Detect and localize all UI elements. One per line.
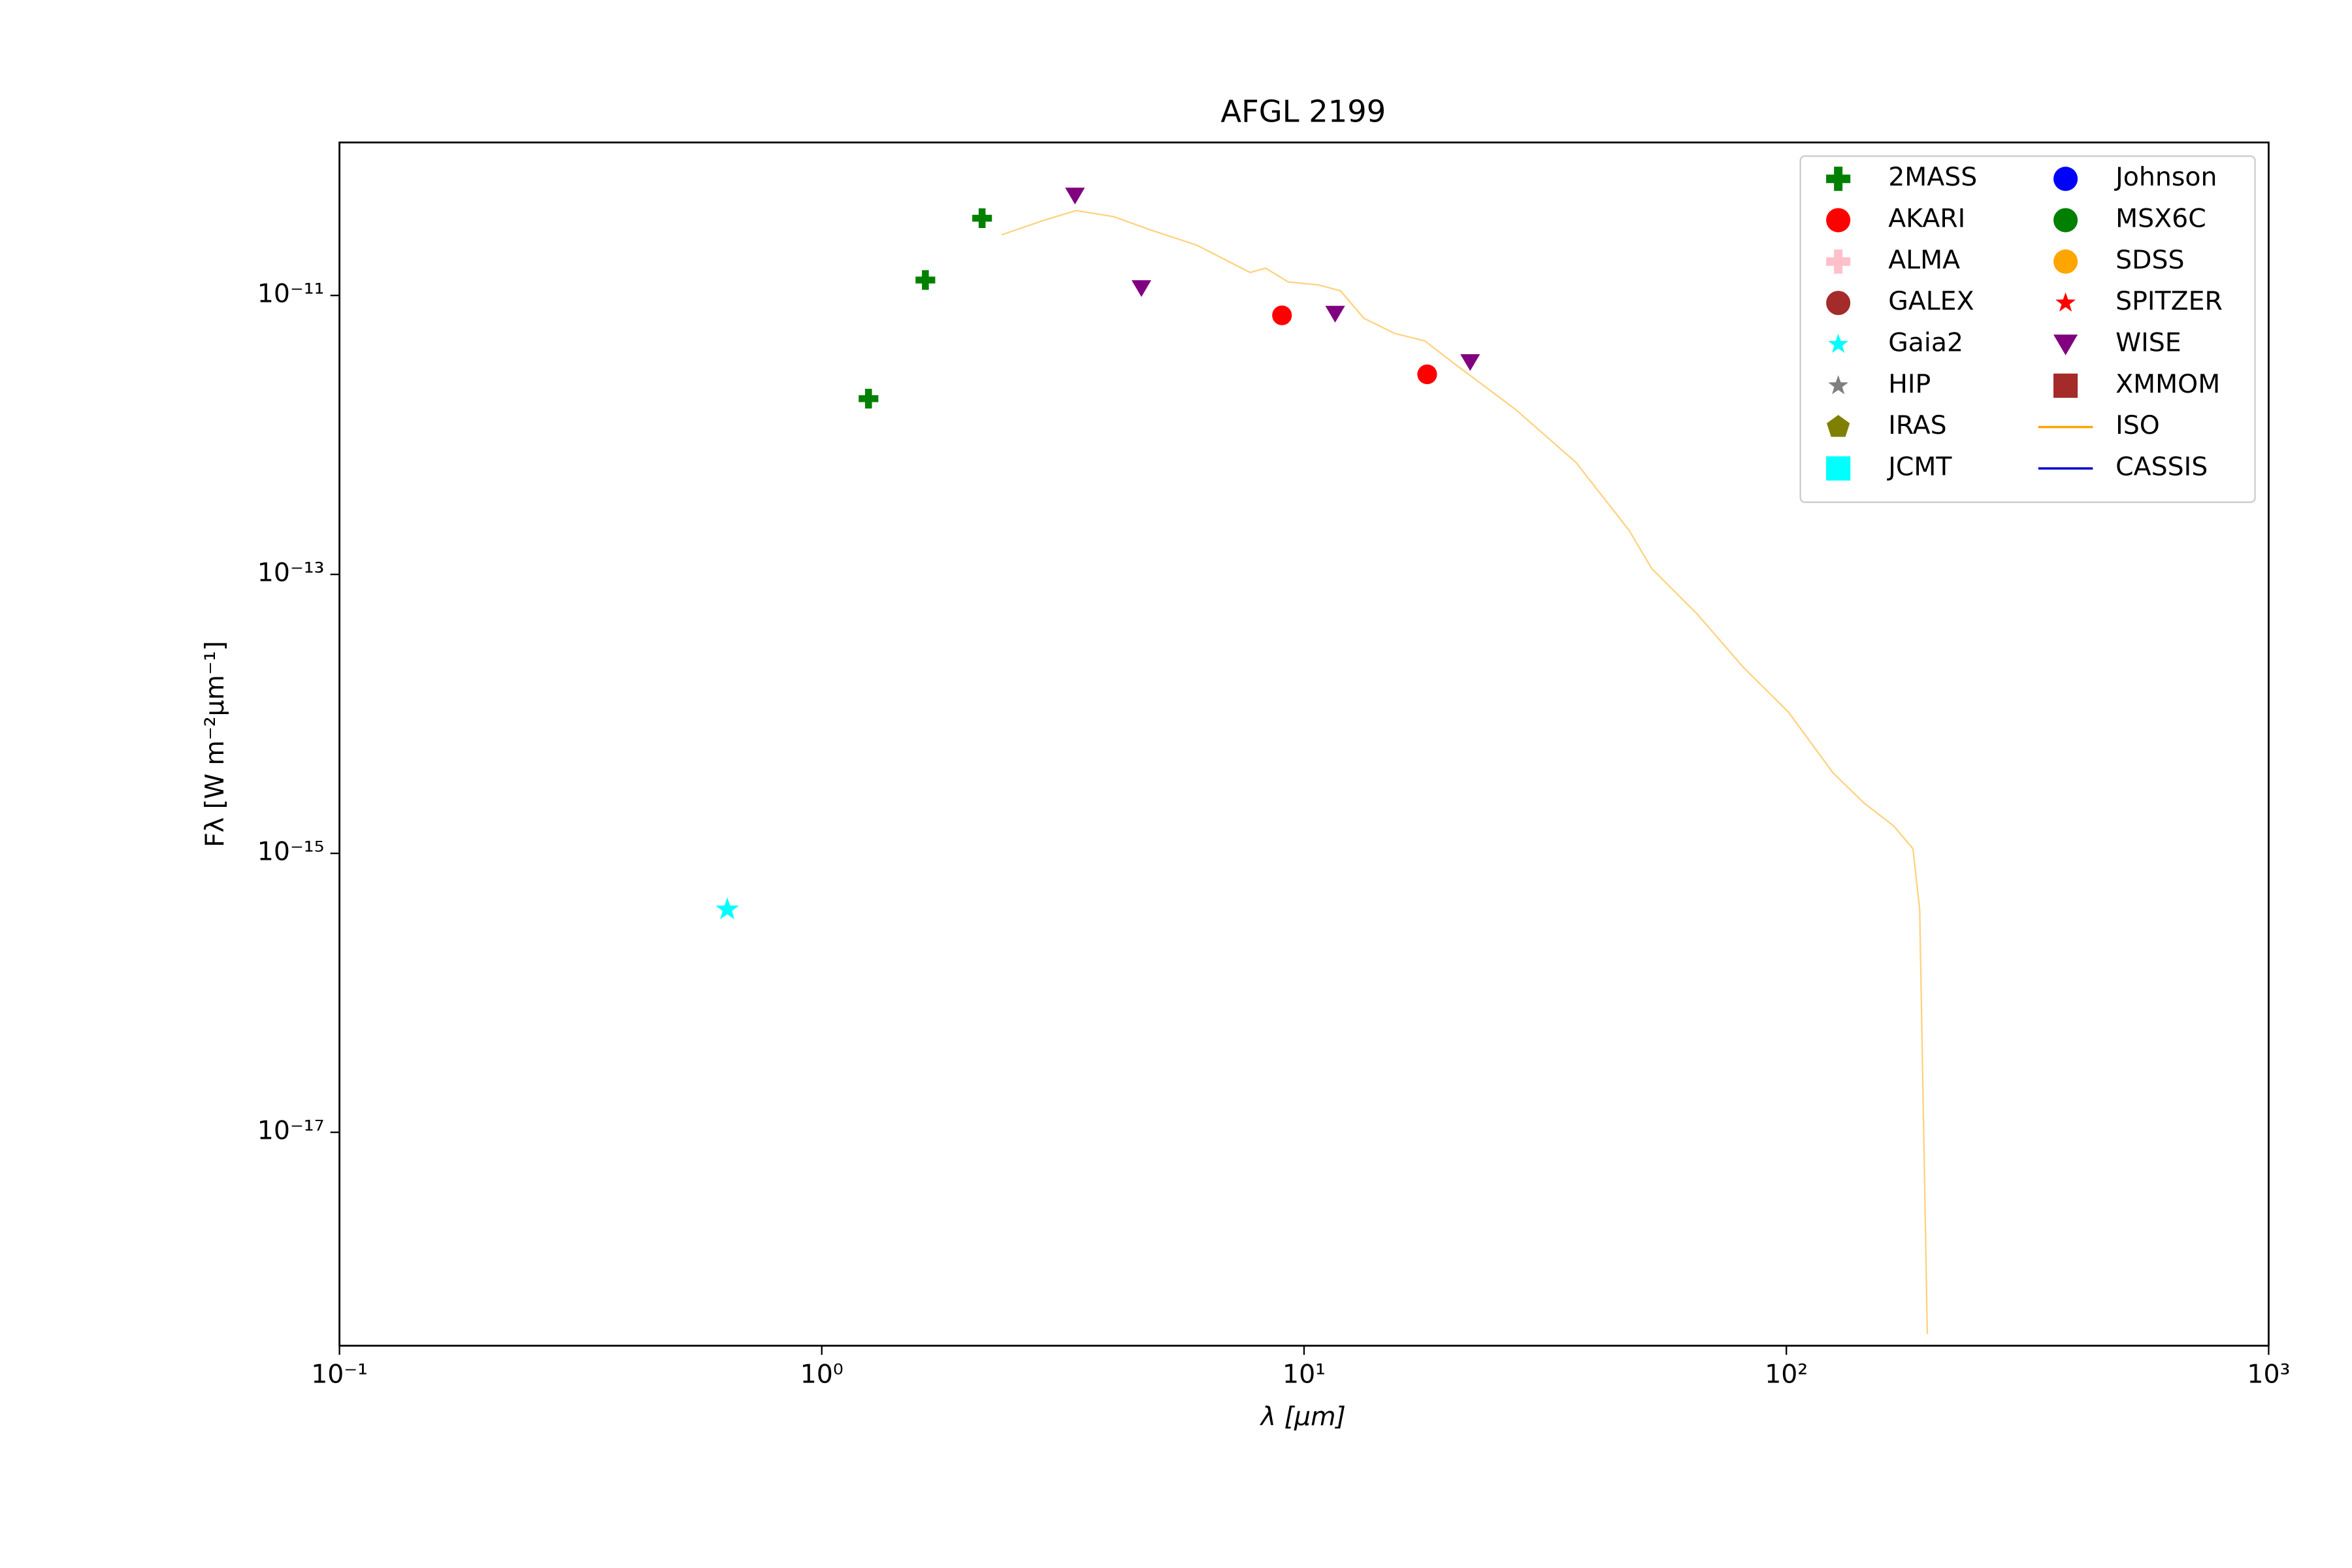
x-tick-label: 10⁻¹ bbox=[311, 1360, 368, 1390]
legend-label: IRAS bbox=[1888, 410, 1946, 440]
legend-swatch bbox=[1826, 249, 1851, 274]
legend-label: AKARI bbox=[1888, 204, 1965, 234]
legend-label: Johnson bbox=[2114, 162, 2217, 192]
data-point bbox=[915, 270, 936, 290]
data-point bbox=[715, 897, 739, 920]
legend-label: ALMA bbox=[1888, 245, 1960, 275]
data-point bbox=[1131, 280, 1152, 297]
data-point bbox=[972, 208, 992, 229]
legend-label: SDSS bbox=[2115, 245, 2184, 275]
data-point bbox=[1417, 364, 1437, 385]
data-point bbox=[1460, 354, 1480, 371]
legend-label: JCMT bbox=[1886, 451, 1952, 482]
legend: 2MASS AKARI ALMA GALEX Gaia2 HIP IRAS JCMT Johns… bbox=[1799, 155, 2256, 503]
legend-label: XMMOM bbox=[2115, 369, 2220, 399]
x-tick-label: 10¹ bbox=[1282, 1360, 1326, 1390]
legend-swatch bbox=[2053, 335, 2078, 355]
x-tick-label: 10⁰ bbox=[800, 1360, 843, 1390]
iso-line bbox=[1001, 210, 1929, 1334]
data-point bbox=[1272, 305, 1292, 325]
x-tick-label: 10² bbox=[1765, 1360, 1808, 1390]
legend-swatch bbox=[1826, 291, 1851, 316]
legend-label: MSX6C bbox=[2115, 204, 2206, 234]
legend-label: WISE bbox=[2115, 328, 2181, 358]
data-point bbox=[1325, 306, 1345, 323]
legend-swatch bbox=[2053, 208, 2078, 233]
legend-label: Gaia2 bbox=[1888, 328, 1963, 358]
legend-swatch bbox=[1826, 456, 1851, 481]
legend-label: ISO bbox=[2115, 410, 2160, 440]
y-tick-label: 10⁻¹⁵ bbox=[257, 837, 325, 867]
data-point bbox=[858, 389, 879, 409]
y-axis-label: Fλ [W m⁻²μm⁻¹] bbox=[200, 641, 230, 847]
legend-swatch bbox=[1828, 333, 1849, 353]
plot-area bbox=[715, 188, 1929, 1334]
y-tick-label: 10⁻¹³ bbox=[257, 558, 325, 588]
legend-swatch bbox=[2053, 167, 2078, 191]
legend-swatch bbox=[2053, 249, 2078, 274]
x-tick-label: 10³ bbox=[2247, 1360, 2290, 1390]
x-axis-label: λ [μm] bbox=[1260, 1402, 1346, 1432]
legend-swatch bbox=[2055, 292, 2076, 312]
legend-swatch bbox=[1826, 208, 1851, 233]
legend-swatch bbox=[1826, 167, 1851, 191]
legend-label: CASSIS bbox=[2115, 451, 2208, 482]
y-tick-label: 10⁻¹⁷ bbox=[257, 1116, 325, 1146]
chart-title: AFGL 2199 bbox=[1220, 93, 1386, 129]
data-point bbox=[1065, 188, 1085, 204]
y-tick-label: 10⁻¹¹ bbox=[257, 279, 325, 309]
legend-swatch bbox=[1828, 375, 1849, 395]
legend-frame bbox=[1799, 155, 2256, 503]
legend-label: HIP bbox=[1888, 369, 1931, 399]
legend-label: 2MASS bbox=[1888, 162, 1977, 192]
legend-label: GALEX bbox=[1888, 286, 1974, 316]
legend-swatch bbox=[1827, 415, 1850, 437]
legend-swatch bbox=[2053, 373, 2078, 398]
legend-label: SPITZER bbox=[2115, 286, 2223, 316]
